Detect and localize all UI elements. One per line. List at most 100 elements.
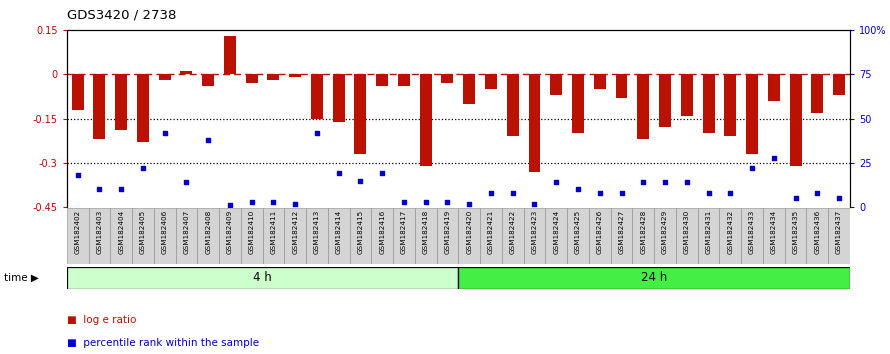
Text: GSM182408: GSM182408 [206,210,211,254]
Point [136,165,150,171]
Point [179,179,193,185]
Point [810,190,824,196]
Text: time ▶: time ▶ [4,273,38,282]
Bar [567,208,589,264]
Bar [829,208,850,264]
Text: GSM182409: GSM182409 [227,210,233,254]
Text: 4 h: 4 h [253,271,272,284]
Bar [72,74,84,110]
Point [506,190,520,196]
Text: GSM182432: GSM182432 [727,210,733,254]
Bar [415,208,437,264]
Point [114,187,128,192]
Bar [485,74,497,89]
Bar [67,267,458,289]
Bar [480,208,502,264]
Bar [550,74,562,95]
Point [549,179,563,185]
Bar [241,208,263,264]
Text: GSM182436: GSM182436 [814,210,821,254]
Point [680,179,694,185]
Bar [224,36,236,74]
Bar [354,74,367,154]
Point [353,178,368,183]
Bar [546,208,567,264]
Point [789,195,803,201]
Bar [502,208,523,264]
Bar [202,74,214,86]
Bar [659,74,671,127]
Bar [219,208,241,264]
Bar [198,208,219,264]
Bar [350,208,371,264]
Point [266,199,280,205]
Text: GSM182406: GSM182406 [162,210,167,254]
Bar [611,208,633,264]
Text: GSM182420: GSM182420 [466,210,473,254]
Bar [616,74,627,98]
Bar [328,208,350,264]
Bar [833,74,846,95]
Point [570,187,585,192]
Text: 24 h: 24 h [641,271,668,284]
Bar [246,74,258,83]
Text: GSM182413: GSM182413 [314,210,320,254]
Bar [371,208,393,264]
Bar [746,74,758,154]
Text: GSM182429: GSM182429 [662,210,668,254]
Text: GSM182414: GSM182414 [336,210,342,254]
Bar [589,208,611,264]
Bar [698,208,719,264]
Bar [676,208,698,264]
Bar [763,208,785,264]
Text: GSM182427: GSM182427 [619,210,625,254]
Bar [594,74,606,89]
Bar [420,74,432,166]
Bar [376,74,388,86]
Bar [115,74,127,130]
Text: GSM182419: GSM182419 [444,210,450,254]
Point [528,201,542,206]
Point [462,201,476,206]
Bar [88,208,110,264]
Text: GSM182402: GSM182402 [75,210,81,254]
Point [724,190,738,196]
Text: GSM182425: GSM182425 [575,210,581,254]
Bar [311,74,323,119]
Text: GSM182403: GSM182403 [96,210,102,254]
Point [70,172,85,178]
Bar [812,74,823,113]
Bar [785,208,806,264]
Bar [284,208,306,264]
Bar [110,208,132,264]
Point [766,155,781,160]
Bar [806,208,829,264]
Text: GSM182431: GSM182431 [706,210,711,254]
Point [397,199,411,205]
Text: GSM182404: GSM182404 [118,210,124,254]
Text: GSM182416: GSM182416 [379,210,385,254]
Text: GSM182426: GSM182426 [597,210,603,254]
Point [245,199,259,205]
Bar [67,208,88,264]
Bar [333,74,344,121]
Bar [175,208,198,264]
Point [375,171,389,176]
Point [310,130,324,136]
Text: GSM182434: GSM182434 [771,210,777,254]
Text: GSM182415: GSM182415 [358,210,363,254]
Point [832,195,846,201]
Text: GSM182410: GSM182410 [248,210,255,254]
Bar [398,74,410,86]
Bar [741,208,763,264]
Bar [306,208,328,264]
Point [614,190,628,196]
Text: GSM182433: GSM182433 [749,210,755,254]
Bar [437,208,458,264]
Bar [263,208,284,264]
Text: ■  log e ratio: ■ log e ratio [67,315,136,325]
Text: ■  percentile rank within the sample: ■ percentile rank within the sample [67,338,259,348]
Bar [458,267,850,289]
Bar [724,74,736,136]
Bar [393,208,415,264]
